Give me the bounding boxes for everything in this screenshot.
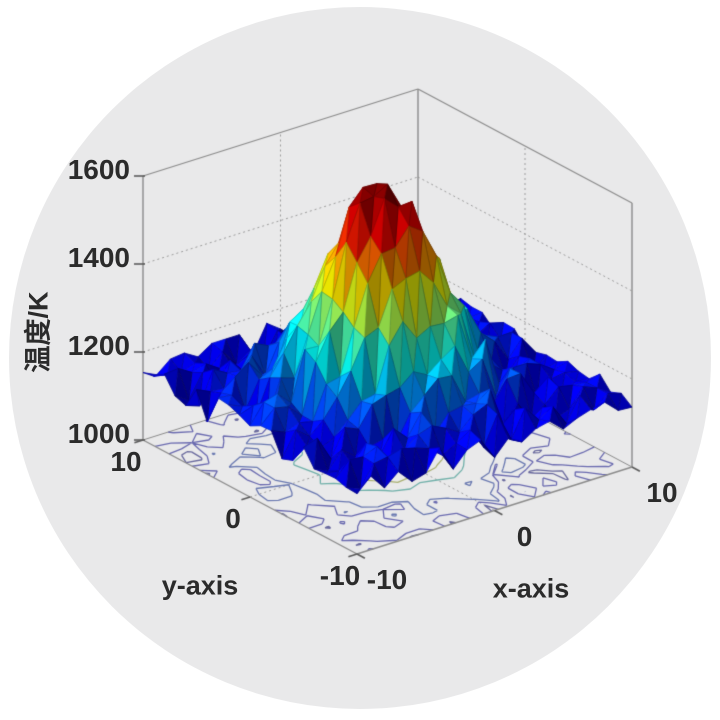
surface-plot-canvas [0,0,720,720]
figure: 温度/K y-axis x-axis 1000 1200 1400 1600 10 0 -1… [0,0,720,720]
